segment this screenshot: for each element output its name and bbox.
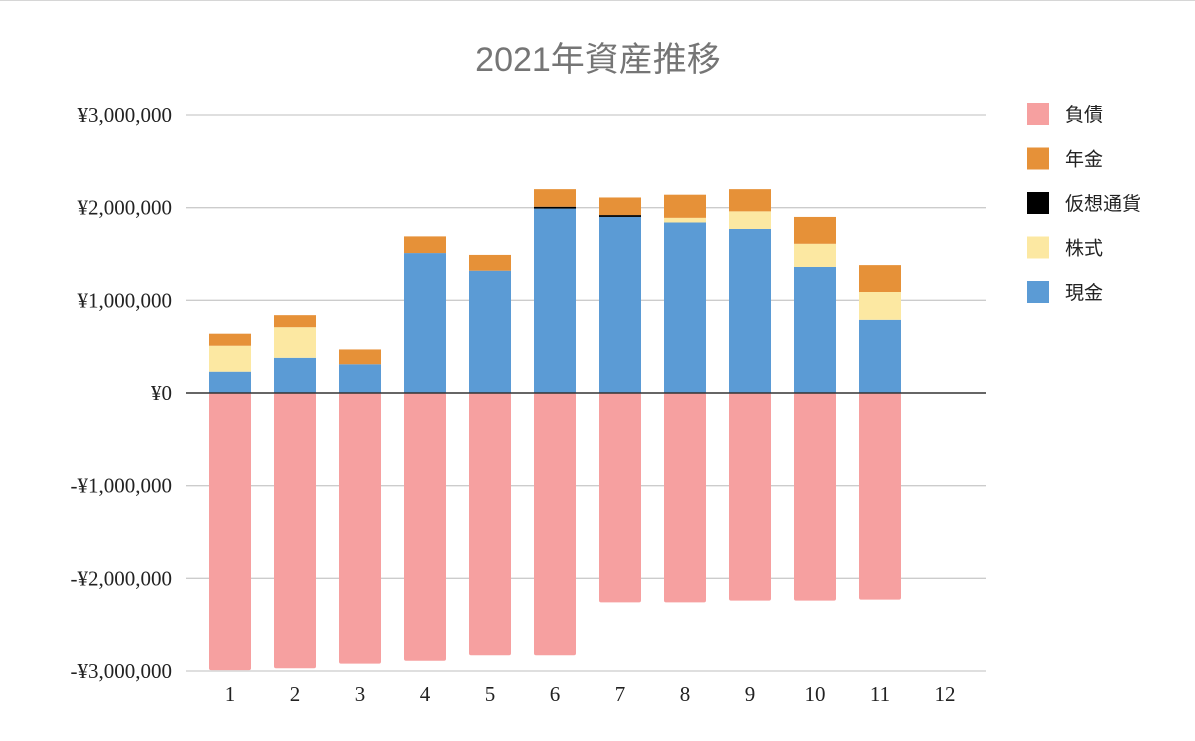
y-tick-label: ¥0 [151,381,172,405]
x-tick-label: 11 [870,682,890,706]
bar-segment-現金 [794,266,836,393]
bar-segment-現金 [859,319,901,393]
x-tick-label: 7 [615,682,626,706]
bar-segment-株式 [729,211,771,229]
x-tick-label: 12 [935,682,956,706]
bar-segment-株式 [209,345,251,372]
y-tick-label: ¥1,000,000 [78,288,173,312]
x-tick-label: 9 [745,682,756,706]
bar-segment-株式 [274,327,316,358]
bar-segment-仮想通貨 [534,206,576,209]
bar-segment-年金 [404,236,446,254]
bar-segment-debt [404,393,446,661]
bar-segment-debt [339,393,381,664]
bar-segment-debt [209,393,251,671]
x-tick-label: 2 [290,682,301,706]
bar-segment-年金 [664,194,706,218]
bar-segment-debt [664,393,706,603]
bar-segment-仮想通貨 [599,215,641,217]
bar-segment-現金 [274,357,316,393]
bar-segment-現金 [469,270,511,393]
legend-label: 仮想通貨 [1065,193,1141,215]
bar-segment-株式 [794,243,836,267]
bar-segment-現金 [209,371,251,393]
x-tick-label: 5 [485,682,496,706]
bar-segment-年金 [729,189,771,212]
bar-segment-年金 [794,216,836,244]
x-tick-label: 3 [355,682,366,706]
bar-segment-現金 [534,208,576,393]
y-tick-label: ¥3,000,000 [78,103,173,127]
legend-swatch [1027,192,1049,214]
legend-label: 株式 [1065,238,1103,260]
chart-title: 2021年資産推移 [475,41,721,79]
y-tick-label: -¥3,000,000 [71,659,173,683]
bar-segment-現金 [664,222,706,393]
bar-segment-debt [469,393,511,656]
legend-label: 現金 [1065,282,1103,304]
bar-segment-現金 [339,364,381,393]
bar-segment-debt [599,393,641,603]
bar-segment-debt [534,393,576,656]
bar-segment-年金 [209,333,251,346]
x-tick-label: 6 [550,682,561,706]
bar-segment-現金 [599,216,641,393]
bar-segment-年金 [859,265,901,292]
bar-segment-年金 [599,197,641,216]
y-tick-label: -¥1,000,000 [71,474,173,498]
bar-segment-年金 [339,349,381,365]
bar-segment-年金 [469,254,511,271]
x-tick-label: 4 [420,682,431,706]
bar-segment-年金 [274,315,316,328]
legend-swatch [1027,236,1049,259]
bar-segment-現金 [729,228,771,393]
bar-segment-年金 [534,189,576,207]
legend-swatch [1027,103,1049,125]
legend-swatch [1027,147,1049,170]
axis-layer: ¥3,000,000 ¥2,000,000 ¥1,000,000 ¥0 -¥1,000,… [71,103,986,706]
grid-layer [186,114,986,672]
legend-swatch [1027,281,1049,303]
x-tick-label: 8 [680,682,691,706]
bar-layer [209,189,901,671]
bar-segment-debt [729,393,771,601]
bar-segment-株式 [859,291,901,320]
legend-label: 負債 [1065,104,1103,126]
bar-segment-debt [794,393,836,601]
legend-label: 年金 [1065,149,1103,171]
bar-segment-debt [274,393,316,669]
bar-segment-株式 [664,217,706,223]
bar-segment-現金 [404,253,446,393]
x-tick-label: 1 [225,682,236,706]
bar-segment-debt [859,393,901,600]
y-tick-label: ¥2,000,000 [78,196,173,220]
x-tick-label: 10 [805,682,826,706]
y-tick-label: -¥2,000,000 [71,566,173,590]
